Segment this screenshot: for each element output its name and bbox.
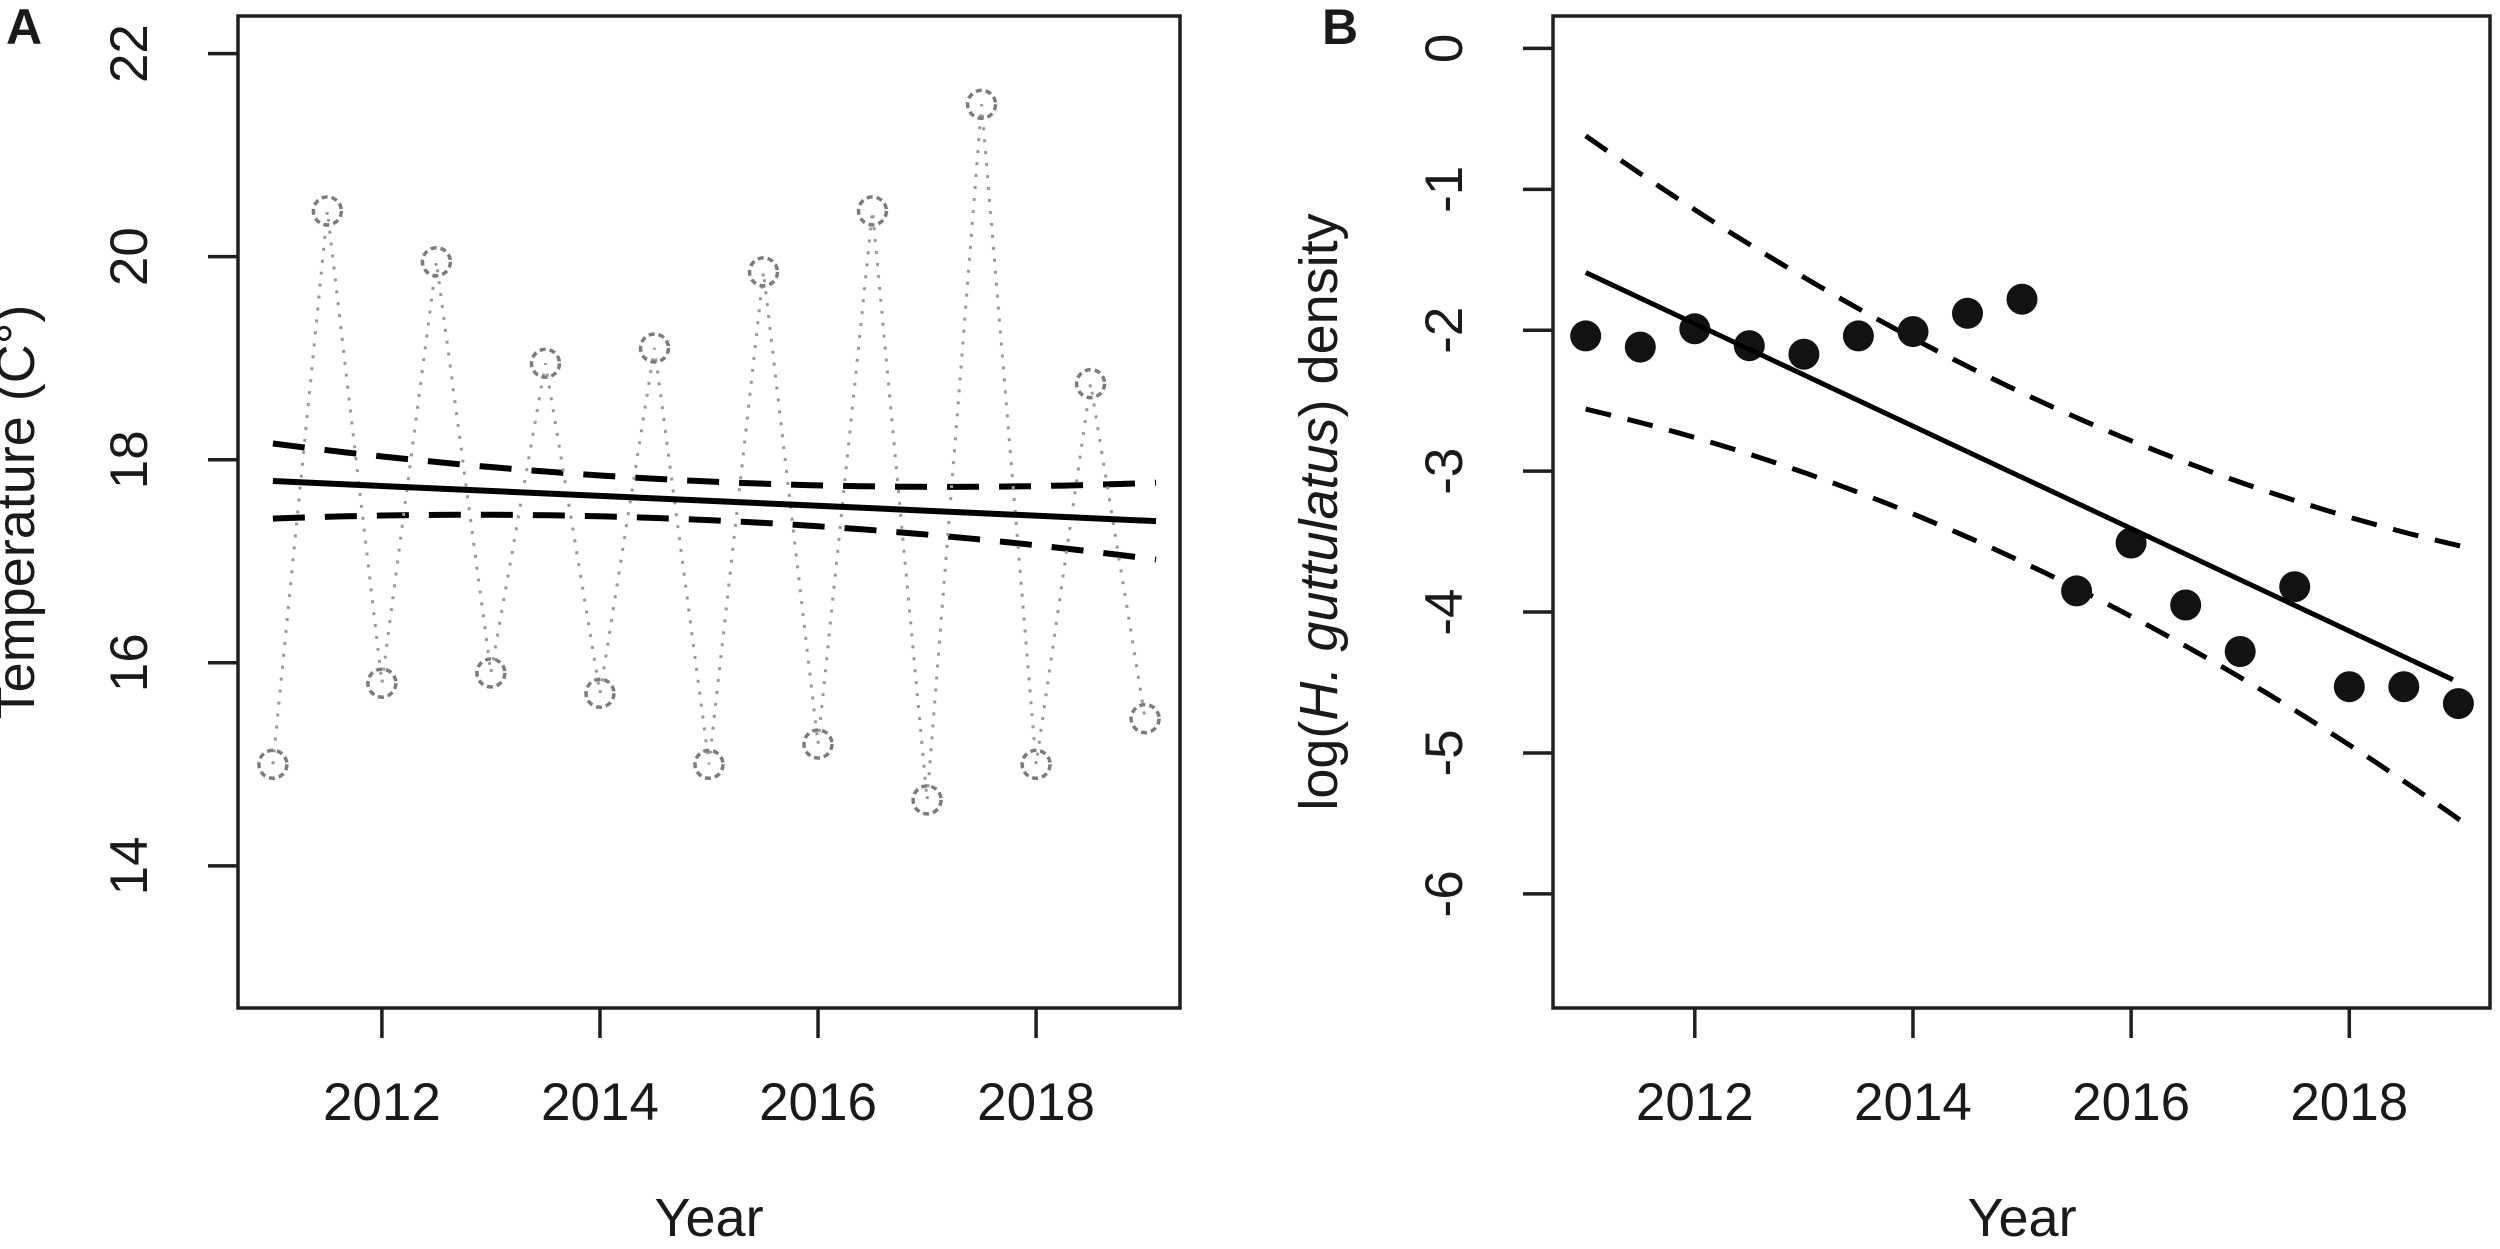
y-tick-label: -3: [1415, 448, 1474, 495]
y-axis-label: Temperature (C°): [0, 305, 46, 720]
x-axis-label: Year: [654, 1188, 763, 1248]
data-point-open: [1129, 702, 1161, 735]
y-tick-label: -6: [1415, 870, 1474, 917]
panel-b: 2012 2014 2016 2018 0 -1 -2 -3 -4 -5 -6 Year log(H. …: [1289, 0, 2492, 1248]
confidence-band-lower: [1585, 406, 2471, 829]
trend-line: [1584, 270, 2454, 682]
data-point-filled: [1897, 316, 1929, 348]
data-point-filled: [1570, 320, 1602, 352]
data-point-open: [420, 245, 453, 278]
data-point-filled: [2224, 636, 2256, 667]
data-point-open: [693, 748, 725, 781]
panel-letter: A: [6, 0, 42, 55]
panel-letter: B: [1322, 0, 1358, 55]
y-tick-label: -5: [1415, 729, 1474, 776]
data-point-filled: [2279, 571, 2311, 603]
data-point-open: [529, 347, 562, 380]
data-point-filled: [2006, 283, 2038, 315]
x-tick-label: 2014: [1854, 1073, 1972, 1132]
data-point-open: [747, 256, 780, 288]
x-tick-label: 2014: [541, 1073, 659, 1132]
data-point-filled: [1624, 331, 1656, 363]
seasonal-line: [271, 104, 1147, 801]
y-tick-label: -1: [1415, 166, 1474, 213]
y-tick-label: 18: [100, 430, 159, 489]
confidence-band-upper: [272, 440, 1157, 490]
data-point-filled: [2115, 527, 2147, 559]
data-point-open: [475, 657, 507, 689]
data-point-filled: [1788, 338, 1820, 370]
data-point-open: [965, 88, 998, 121]
x-tick-label: 2018: [977, 1073, 1095, 1132]
data-point-open: [802, 728, 834, 760]
data-point-filled: [2442, 688, 2474, 720]
data-point-filled: [2388, 671, 2420, 703]
confidence-band-lower: [272, 511, 1157, 563]
data-point-open: [584, 677, 616, 709]
x-tick-label: 2016: [759, 1073, 877, 1132]
data-point-open: [1020, 748, 1052, 781]
data-point-open: [257, 748, 289, 781]
y-tick-label: -2: [1415, 307, 1474, 354]
y-tick-label: -4: [1415, 588, 1474, 635]
confidence-band-upper: [1584, 133, 2470, 551]
x-tick-label: 2018: [2290, 1073, 2408, 1132]
data-point-filled: [2170, 589, 2202, 621]
y-tick-label: 14: [100, 836, 159, 895]
x-axis-label: Year: [1967, 1188, 2076, 1248]
x-tick-label: 2012: [1636, 1073, 1754, 1132]
data-point-open: [856, 195, 889, 227]
data-point-open: [311, 195, 344, 227]
panel-a: 2012 2014 2016 2018 14 16 18 20 22 Year Temperatur…: [0, 0, 1182, 1248]
data-point-open: [1074, 367, 1107, 400]
y-tick-label: 0: [1415, 34, 1474, 63]
data-point-filled: [2061, 575, 2093, 607]
data-point-open: [638, 332, 671, 364]
y-tick-label: 20: [100, 227, 159, 286]
y-tick-label: 22: [100, 24, 159, 83]
plot-box: [1551, 14, 2492, 1010]
y-tick-label: 16: [100, 633, 159, 692]
trend-line: [272, 478, 1157, 525]
data-point-open: [911, 784, 943, 816]
data-point-filled: [2333, 671, 2365, 703]
plot-box: [236, 14, 1182, 1010]
x-tick-label: 2012: [323, 1073, 441, 1132]
data-point-filled: [1842, 320, 1874, 352]
data-point-open: [366, 667, 398, 699]
y-axis-label: log(H. guttulatus) density: [1289, 213, 1349, 810]
x-tick-label: 2016: [2072, 1073, 2190, 1132]
data-point-filled: [1952, 297, 1983, 329]
